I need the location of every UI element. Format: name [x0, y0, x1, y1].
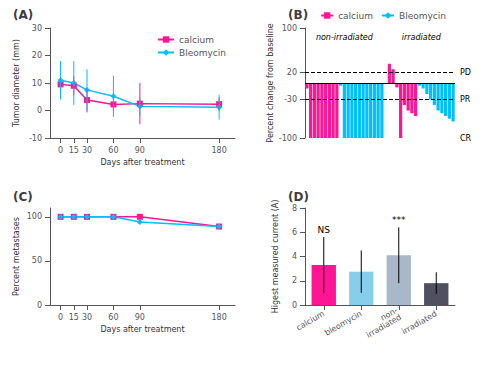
svg-text:15: 15 [69, 146, 79, 155]
svg-text:10: 10 [32, 79, 42, 88]
svg-text:50: 50 [32, 256, 42, 265]
svg-text:Percent change from baseline: Percent change from baseline [266, 23, 275, 142]
svg-text:20: 20 [32, 51, 42, 60]
svg-text:0: 0 [292, 301, 297, 310]
svg-text:bleomycin: bleomycin [323, 309, 363, 337]
svg-text:8: 8 [292, 204, 297, 213]
svg-text:30: 30 [82, 313, 92, 322]
svg-text:6: 6 [292, 228, 297, 237]
svg-text:2: 2 [292, 276, 297, 285]
svg-text:***: *** [392, 215, 406, 225]
svg-text:non-irradiated: non-irradiated [316, 33, 374, 42]
svg-text:Tumor diameter (mm): Tumor diameter (mm) [12, 39, 21, 128]
svg-text:20: 20 [287, 68, 297, 77]
svg-text:CR: CR [460, 134, 472, 143]
svg-text:100: 100 [282, 24, 297, 33]
svg-text:irradiated: irradiated [402, 33, 442, 42]
svg-text:15: 15 [69, 313, 79, 322]
svg-text:100: 100 [27, 212, 42, 221]
svg-text:90: 90 [135, 146, 145, 155]
svg-text:(A): (A) [13, 8, 33, 22]
svg-text:(D): (D) [288, 190, 309, 204]
svg-text:PR: PR [460, 95, 471, 104]
svg-text:calcium: calcium [295, 309, 326, 332]
svg-text:0: 0 [58, 313, 63, 322]
svg-text:PD: PD [460, 68, 471, 77]
svg-text:Higest measured current (A): Higest measured current (A) [271, 200, 280, 314]
svg-text:(B): (B) [288, 8, 308, 22]
svg-text:calcium: calcium [179, 35, 214, 45]
svg-text:60: 60 [108, 146, 118, 155]
svg-text:Bleomycin: Bleomycin [399, 11, 446, 21]
svg-text:180: 180 [212, 146, 227, 155]
svg-text:0: 0 [37, 301, 42, 310]
svg-text:Days after treatment: Days after treatment [100, 158, 184, 167]
svg-text:60: 60 [108, 313, 118, 322]
svg-text:30: 30 [32, 24, 42, 33]
svg-text:NS: NS [318, 225, 331, 235]
svg-text:-30: -30 [284, 95, 297, 104]
svg-text:irradiated: irradiated [400, 309, 438, 336]
svg-text:non-: non- [379, 305, 399, 323]
svg-text:4: 4 [292, 252, 297, 261]
svg-text:Bleomycin: Bleomycin [179, 48, 226, 58]
svg-text:calcium: calcium [338, 11, 373, 21]
svg-text:30: 30 [82, 146, 92, 155]
svg-text:irradiated: irradiated [365, 313, 403, 340]
svg-text:Days after treatment: Days after treatment [100, 325, 184, 334]
svg-text:-10: -10 [29, 134, 42, 143]
svg-text:0: 0 [58, 146, 63, 155]
svg-text:(C): (C) [13, 190, 33, 204]
svg-text:180: 180 [212, 313, 227, 322]
svg-text:90: 90 [135, 313, 145, 322]
svg-text:Percent metastases: Percent metastases [12, 217, 21, 296]
svg-text:0: 0 [37, 106, 42, 115]
svg-text:-100: -100 [279, 134, 297, 143]
